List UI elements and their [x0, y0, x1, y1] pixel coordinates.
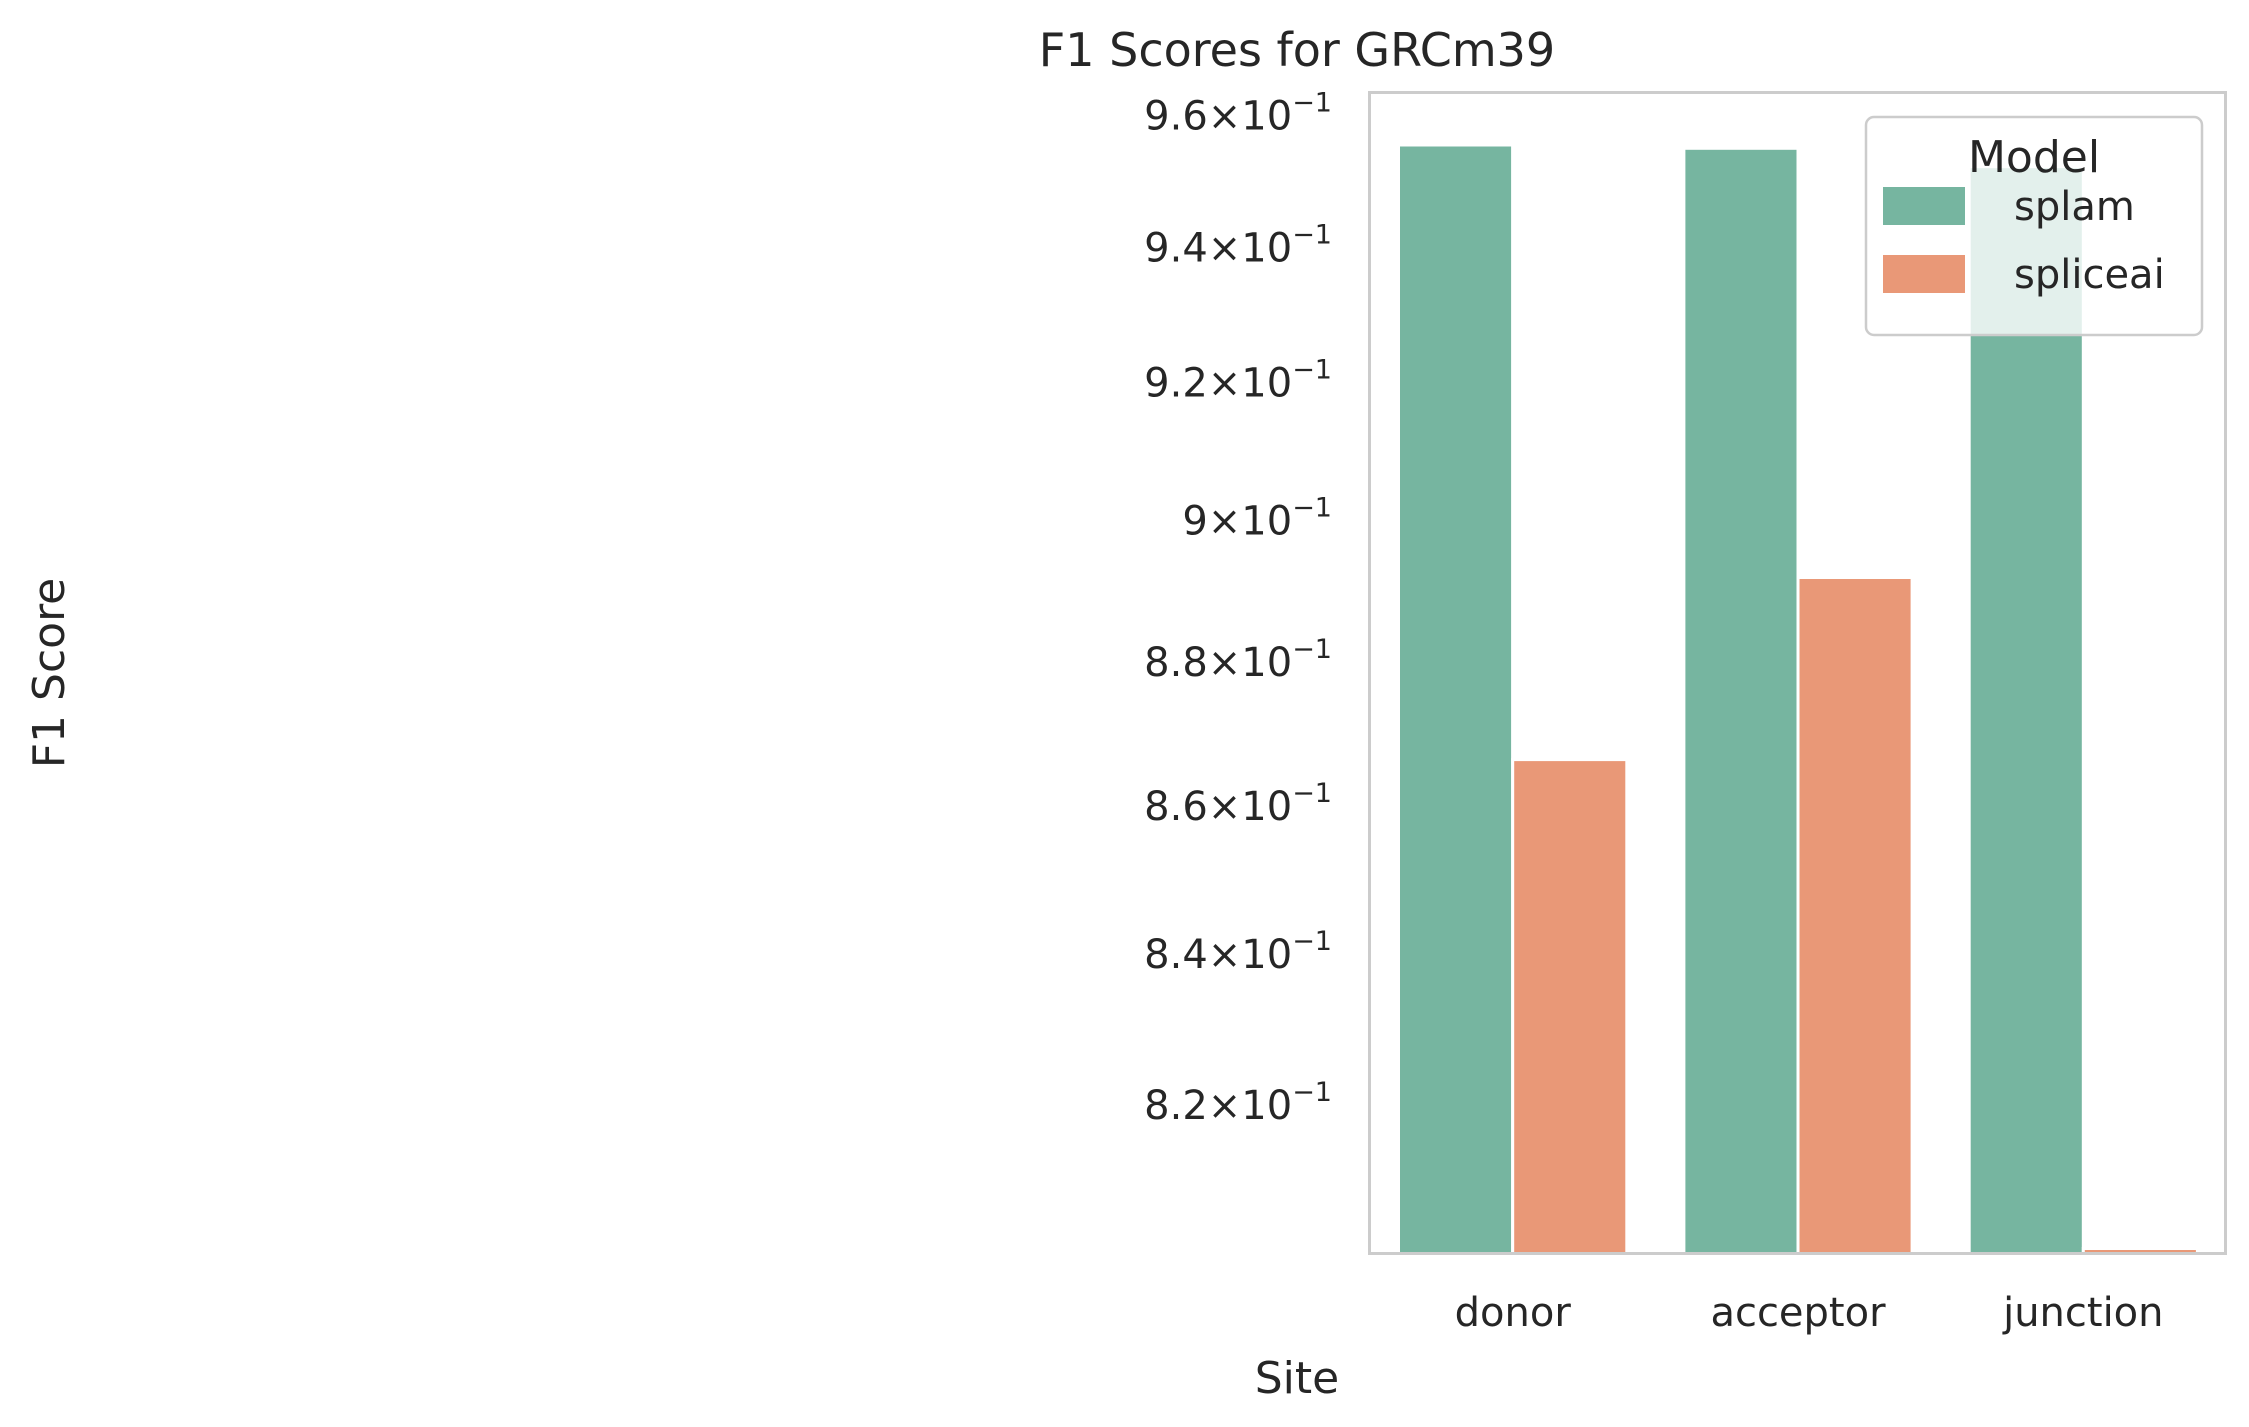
x-tick-label: acceptor: [1710, 1290, 1886, 1336]
y-tick-label: 9.4×10−1: [1144, 220, 1332, 272]
chart-title: F1 Scores for GRCm39: [1039, 23, 1555, 77]
y-tick-label: 9×10−1: [1182, 493, 1332, 545]
legend: Model splam spliceai: [1864, 115, 2204, 337]
y-tick-label: 8.4×10−1: [1144, 926, 1332, 978]
legend-label-splam: splam: [2014, 184, 2135, 230]
x-axis-label: Site: [1255, 1353, 1339, 1404]
legend-title: Model: [1968, 132, 2100, 183]
bar-spliceai-acceptor: [1796, 576, 1914, 1256]
y-axis-label: F1 Score: [24, 578, 75, 769]
legend-swatch-spliceai: [1881, 253, 1967, 295]
x-axis-ticks: donor acceptor junction: [1455, 1290, 2164, 1336]
bar-splam-acceptor: [1682, 146, 1800, 1256]
legend-swatch-splam: [1881, 185, 1967, 227]
y-tick-label: 9.6×10−1: [1144, 88, 1332, 140]
y-tick-label: 8.8×10−1: [1144, 634, 1332, 686]
y-axis-ticks: 8.2×10−1 8.4×10−1 8.6×10−1 8.8×10−1 9×10−1 9.…: [1144, 88, 1332, 1130]
legend-label-spliceai: spliceai: [2014, 252, 2165, 298]
y-tick-label: 9.2×10−1: [1144, 355, 1332, 407]
x-tick-label: donor: [1455, 1290, 1572, 1336]
bar-spliceai-donor: [1511, 758, 1629, 1256]
legend-items: splam spliceai: [1881, 184, 2165, 298]
x-tick-label: junction: [2002, 1290, 2163, 1336]
y-tick-label: 8.6×10−1: [1144, 778, 1332, 830]
y-tick-label: 8.2×10−1: [1144, 1077, 1332, 1129]
bar-splam-donor: [1397, 143, 1515, 1256]
plot-border: [1368, 91, 2227, 1255]
